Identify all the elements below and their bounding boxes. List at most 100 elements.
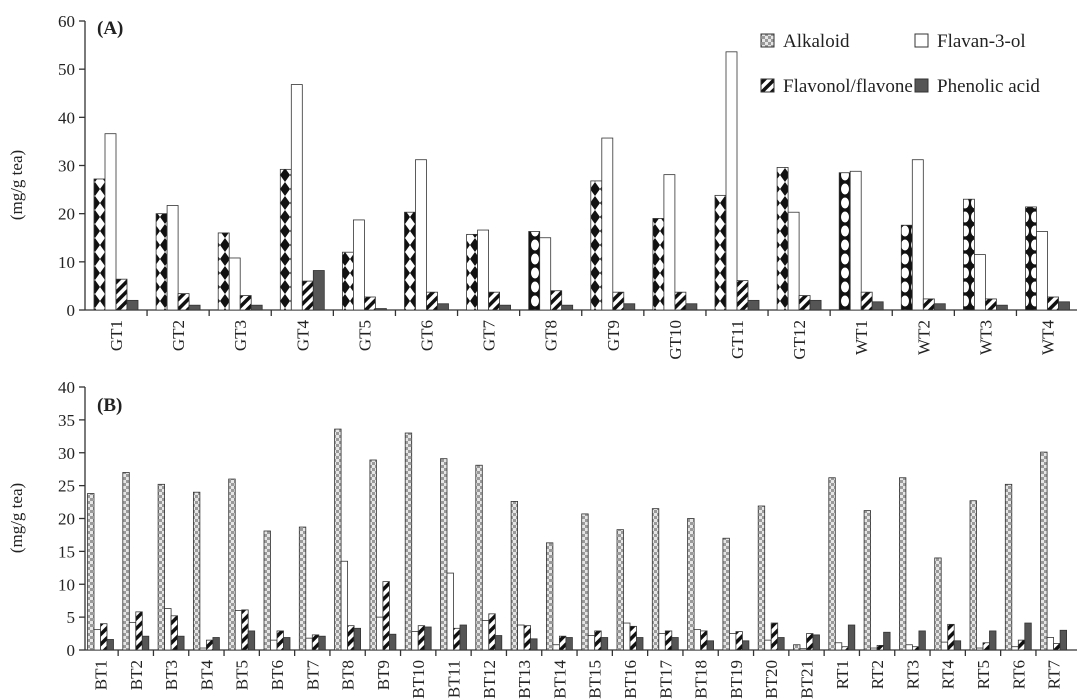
bar-phenolic-acid-bt12 <box>494 635 503 651</box>
bar-flavonol-flavone-bt7 <box>311 634 320 651</box>
bar-alkaloid-rt2 <box>863 510 871 651</box>
x-tick-label-bt20: BT20 <box>762 660 781 699</box>
x-tick-label-bt4: BT4 <box>197 660 216 691</box>
bar-phenolic-acid-gt3 <box>250 304 263 311</box>
bar-phenolic-acid-gt1 <box>126 299 139 311</box>
bar-phenolic-acid-bt9 <box>388 633 397 651</box>
bar-flavonol-flavone-gt9 <box>612 291 625 311</box>
bar-flavan-3-ol-bt1 <box>93 629 101 651</box>
bar-alkaloid-gt11 <box>714 194 727 311</box>
bar-flavonol-flavone-gt6 <box>426 291 438 311</box>
bar-flavonol-flavone-bt15 <box>594 630 602 651</box>
bar-flavan-3-ol-gt6 <box>415 159 427 311</box>
bar-phenolic-acid-rt1 <box>847 624 856 651</box>
bar-flavonol-flavone-bt19 <box>735 631 743 651</box>
bar-phenolic-acid-gt11 <box>747 299 760 311</box>
y-tick-label: 5 <box>67 608 76 627</box>
bar-flavan-3-ol-rt2 <box>870 647 878 651</box>
bar-phenolic-acid-wt4 <box>1058 301 1070 311</box>
bar-flavonol-flavone-bt21 <box>806 633 814 651</box>
bar-flavonol-flavone-gt12 <box>798 295 811 311</box>
x-tick-label-gt7: GT7 <box>480 320 499 352</box>
x-tick-label-gt3: GT3 <box>231 320 250 351</box>
bar-flavan-3-ol-bt15 <box>587 635 596 651</box>
bar-flavan-3-ol-rt6 <box>1011 646 1019 651</box>
bar-flavonol-flavone-gt10 <box>674 291 687 311</box>
bar-flavan-3-ol-bt16 <box>623 622 631 651</box>
bar-flavan-3-ol-gt5 <box>352 219 365 311</box>
bar-flavonol-flavone-rt1 <box>841 646 849 651</box>
x-tick-label-bt7: BT7 <box>303 660 322 691</box>
y-tick-label: 20 <box>58 205 75 224</box>
bar-alkaloid-rt6 <box>1004 483 1013 651</box>
x-tick-label-wt4: WT4 <box>1039 320 1058 355</box>
bar-phenolic-acid-rt2 <box>883 631 891 651</box>
bar-phenolic-acid-bt15 <box>600 637 609 651</box>
panel-a: 0 10 20 30 40 50 60 GT1 GT2 GT3 GT4 GT5 GT6 GT7 GT8 GT9… <box>58 12 1077 360</box>
y-tick-label: 35 <box>58 411 75 430</box>
x-tick-label-wt2: WT2 <box>914 320 933 355</box>
bar-alkaloid-gt4 <box>279 168 292 311</box>
bar-flavan-3-ol-bt17 <box>658 633 666 651</box>
x-tick-label-gt4: GT4 <box>293 320 312 352</box>
bar-phenolic-acid-gt6 <box>437 303 449 311</box>
bar-phenolic-acid-gt4 <box>312 270 325 311</box>
x-tick-label-bt17: BT17 <box>656 660 675 699</box>
bar-flavonol-flavone-bt18 <box>700 630 708 651</box>
bar-phenolic-acid-wt1 <box>871 301 884 311</box>
x-tick-label-gt6: GT6 <box>418 320 437 351</box>
bar-flavonol-flavone-bt10 <box>417 625 426 651</box>
bar-phenolic-acid-rt4 <box>953 640 962 651</box>
y-tick-label: 0 <box>67 641 76 660</box>
bar-alkaloid-rt3 <box>899 477 907 651</box>
bar-flavan-3-ol-gt11 <box>725 51 738 311</box>
bar-alkaloid-bt11 <box>440 458 448 651</box>
x-tick-label-bt8: BT8 <box>339 660 358 690</box>
bar-alkaloid-bt2 <box>122 472 130 651</box>
bar-flavonol-flavone-bt3 <box>170 615 179 651</box>
panel-b-ylabel: (mg/g tea) <box>7 483 26 553</box>
bar-phenolic-acid-gt8 <box>561 304 574 311</box>
bar-flavonol-flavone-wt4 <box>1047 296 1059 311</box>
y-tick-label: 30 <box>58 444 75 463</box>
y-tick-label: 0 <box>67 301 76 320</box>
bar-phenolic-acid-bt17 <box>671 637 679 651</box>
bar-alkaloid-bt4 <box>192 491 201 651</box>
bar-flavan-3-ol-wt1 <box>849 170 862 311</box>
x-tick-label-bt9: BT9 <box>374 660 393 690</box>
y-tick-label: 10 <box>58 253 75 272</box>
bar-flavonol-flavone-wt2 <box>922 298 935 311</box>
x-tick-label-bt21: BT21 <box>798 660 817 699</box>
bar-phenolic-acid-bt14 <box>565 637 573 651</box>
bar-flavonol-flavone-bt4 <box>205 639 214 651</box>
bar-alkaloid-bt15 <box>581 513 589 651</box>
bar-flavonol-flavone-bt11 <box>453 627 461 651</box>
bar-phenolic-acid-gt9 <box>623 303 636 311</box>
x-tick-label-bt6: BT6 <box>268 660 287 690</box>
bar-phenolic-acid-rt7 <box>1059 629 1067 651</box>
bar-alkaloid-bt18 <box>687 518 695 651</box>
bar-flavonol-flavone-rt7 <box>1053 643 1061 651</box>
bar-phenolic-acid-gt7 <box>499 304 512 311</box>
bar-flavonol-flavone-gt11 <box>736 280 749 311</box>
bar-alkaloid-bt21 <box>793 644 801 651</box>
bar-alkaloid-wt4 <box>1025 206 1037 311</box>
bar-flavonol-flavone-gt2 <box>177 293 190 311</box>
bar-flavonol-flavone-bt16 <box>629 625 637 651</box>
bar-alkaloid-rt4 <box>934 557 942 651</box>
bar-flavan-3-ol-bt8 <box>340 560 349 651</box>
bar-flavan-3-ol-bt4 <box>199 647 207 651</box>
x-tick-label-gt9: GT9 <box>604 320 623 351</box>
bar-phenolic-acid-bt20 <box>777 637 785 651</box>
x-tick-label-gt1: GT1 <box>107 320 126 351</box>
bar-flavonol-flavone-bt17 <box>664 630 673 651</box>
legend-item-phenolic-acid: Phenolic acid <box>914 76 1040 97</box>
bar-phenolic-acid-bt19 <box>742 640 750 651</box>
bar-flavan-3-ol-bt19 <box>729 633 737 651</box>
bar-flavan-3-ol-bt9 <box>375 616 384 651</box>
bar-flavan-3-ol-wt2 <box>911 159 924 311</box>
legend-item-flavonol-flavone: Flavonol/flavone <box>760 76 913 97</box>
bar-phenolic-acid-bt10 <box>424 626 432 651</box>
bar-alkaloid-gt10 <box>652 218 665 311</box>
x-tick-label-rt3: RT3 <box>903 660 922 689</box>
